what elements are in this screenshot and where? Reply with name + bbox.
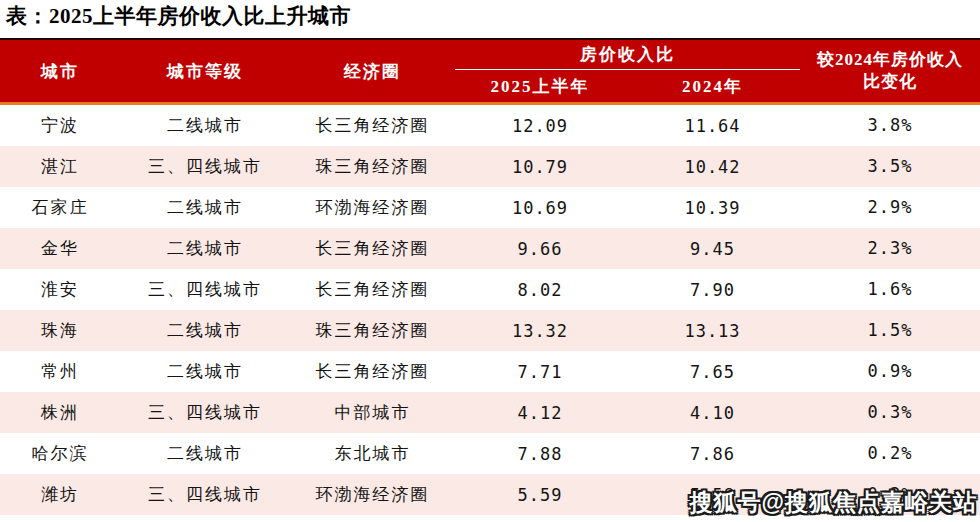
cell-ratio-2025: 13.32	[455, 310, 625, 351]
cell-ratio-2024: 10.42	[625, 146, 800, 187]
cell-tier: 三、四线城市	[120, 392, 290, 433]
col-header-change: 较2024年房价收入比变化	[800, 40, 980, 102]
cell-change: 0.9%	[800, 351, 980, 392]
cell-ratio-2025: 4.12	[455, 392, 625, 433]
cell-change: 1.6%	[800, 269, 980, 310]
cell-tier: 三、四线城市	[120, 146, 290, 187]
cell-tier: 三、四线城市	[120, 269, 290, 310]
cell-circle: 珠三角经济圈	[290, 146, 455, 187]
table-body: 宁波 二线城市 长三角经济圈 12.09 11.64 3.8% 湛江 三、四线城…	[0, 105, 980, 515]
cell-ratio-2024: 13.13	[625, 310, 800, 351]
cell-tier: 二线城市	[120, 433, 290, 474]
sohu-watermark: 搜狐号@搜狐焦点嘉峪关站	[690, 487, 977, 518]
cell-tier: 二线城市	[120, 351, 290, 392]
cell-city: 常州	[0, 351, 120, 392]
cell-circle: 长三角经济圈	[290, 228, 455, 269]
page: 表：2025上半年房价收入比上升城市 城市 城市等级 经济圈 房价收入比 202…	[0, 0, 980, 522]
table-row: 金华 二线城市 长三角经济圈 9.66 9.45 2.3%	[0, 228, 980, 269]
cell-circle: 长三角经济圈	[290, 105, 455, 146]
cell-ratio-2024: 7.65	[625, 351, 800, 392]
cell-circle: 长三角经济圈	[290, 269, 455, 310]
housing-price-income-table: 城市 城市等级 经济圈 房价收入比 2025上半年 2024年 较2024年房价…	[0, 38, 980, 515]
cell-ratio-2025: 8.02	[455, 269, 625, 310]
table-row: 株洲 三、四线城市 中部城市 4.12 4.10 0.3%	[0, 392, 980, 433]
cell-city: 金华	[0, 228, 120, 269]
cell-tier: 二线城市	[120, 105, 290, 146]
cell-circle: 长三角经济圈	[290, 351, 455, 392]
col-header-city: 城市	[0, 40, 120, 102]
cell-change: 3.8%	[800, 105, 980, 146]
cell-circle: 环渤海经济圈	[290, 187, 455, 228]
col-header-ratio-group-label: 房价收入比	[455, 40, 800, 70]
cell-change: 0.3%	[800, 392, 980, 433]
cell-city: 潍坊	[0, 474, 120, 515]
cell-ratio-2025: 12.09	[455, 105, 625, 146]
cell-city: 淮安	[0, 269, 120, 310]
col-header-2024: 2024年	[625, 70, 800, 102]
cell-tier: 二线城市	[120, 310, 290, 351]
cell-tier: 二线城市	[120, 187, 290, 228]
cell-ratio-2025: 5.59	[455, 474, 625, 515]
cell-city: 株洲	[0, 392, 120, 433]
table-row: 宁波 二线城市 长三角经济圈 12.09 11.64 3.8%	[0, 105, 980, 146]
col-header-ratio-subrow: 2025上半年 2024年	[455, 70, 800, 102]
cell-ratio-2024: 7.86	[625, 433, 800, 474]
cell-change: 0.2%	[800, 433, 980, 474]
table-title: 表：2025上半年房价收入比上升城市	[6, 2, 351, 30]
table-row: 石家庄 二线城市 环渤海经济圈 10.69 10.39 2.9%	[0, 187, 980, 228]
cell-city: 湛江	[0, 146, 120, 187]
cell-ratio-2025: 10.69	[455, 187, 625, 228]
cell-ratio-2025: 7.71	[455, 351, 625, 392]
cell-change: 2.9%	[800, 187, 980, 228]
cell-city: 珠海	[0, 310, 120, 351]
cell-ratio-2024: 10.39	[625, 187, 800, 228]
cell-city: 哈尔滨	[0, 433, 120, 474]
col-header-circle: 经济圈	[290, 40, 455, 102]
cell-ratio-2024: 7.90	[625, 269, 800, 310]
table-row: 珠海 二线城市 珠三角经济圈 13.32 13.13 1.5%	[0, 310, 980, 351]
cell-ratio-2025: 7.88	[455, 433, 625, 474]
col-header-2025h1: 2025上半年	[455, 70, 625, 102]
table-row: 湛江 三、四线城市 珠三角经济圈 10.79 10.42 3.5%	[0, 146, 980, 187]
cell-ratio-2024: 4.10	[625, 392, 800, 433]
cell-circle: 环渤海经济圈	[290, 474, 455, 515]
cell-circle: 珠三角经济圈	[290, 310, 455, 351]
cell-ratio-2024: 11.64	[625, 105, 800, 146]
cell-circle: 中部城市	[290, 392, 455, 433]
col-header-tier: 城市等级	[120, 40, 290, 102]
cell-change: 2.3%	[800, 228, 980, 269]
cell-ratio-2025: 10.79	[455, 146, 625, 187]
cell-circle: 东北城市	[290, 433, 455, 474]
cell-ratio-2024: 9.45	[625, 228, 800, 269]
table-row: 哈尔滨 二线城市 东北城市 7.88 7.86 0.2%	[0, 433, 980, 474]
cell-tier: 三、四线城市	[120, 474, 290, 515]
cell-city: 宁波	[0, 105, 120, 146]
cell-tier: 二线城市	[120, 228, 290, 269]
cell-ratio-2025: 9.66	[455, 228, 625, 269]
table-row: 淮安 三、四线城市 长三角经济圈 8.02 7.90 1.6%	[0, 269, 980, 310]
cell-change: 3.5%	[800, 146, 980, 187]
table-row: 常州 二线城市 长三角经济圈 7.71 7.65 0.9%	[0, 351, 980, 392]
col-header-ratio-group: 房价收入比 2025上半年 2024年	[455, 40, 800, 102]
cell-change: 1.5%	[800, 310, 980, 351]
cell-city: 石家庄	[0, 187, 120, 228]
table-header: 城市 城市等级 经济圈 房价收入比 2025上半年 2024年 较2024年房价…	[0, 38, 980, 105]
